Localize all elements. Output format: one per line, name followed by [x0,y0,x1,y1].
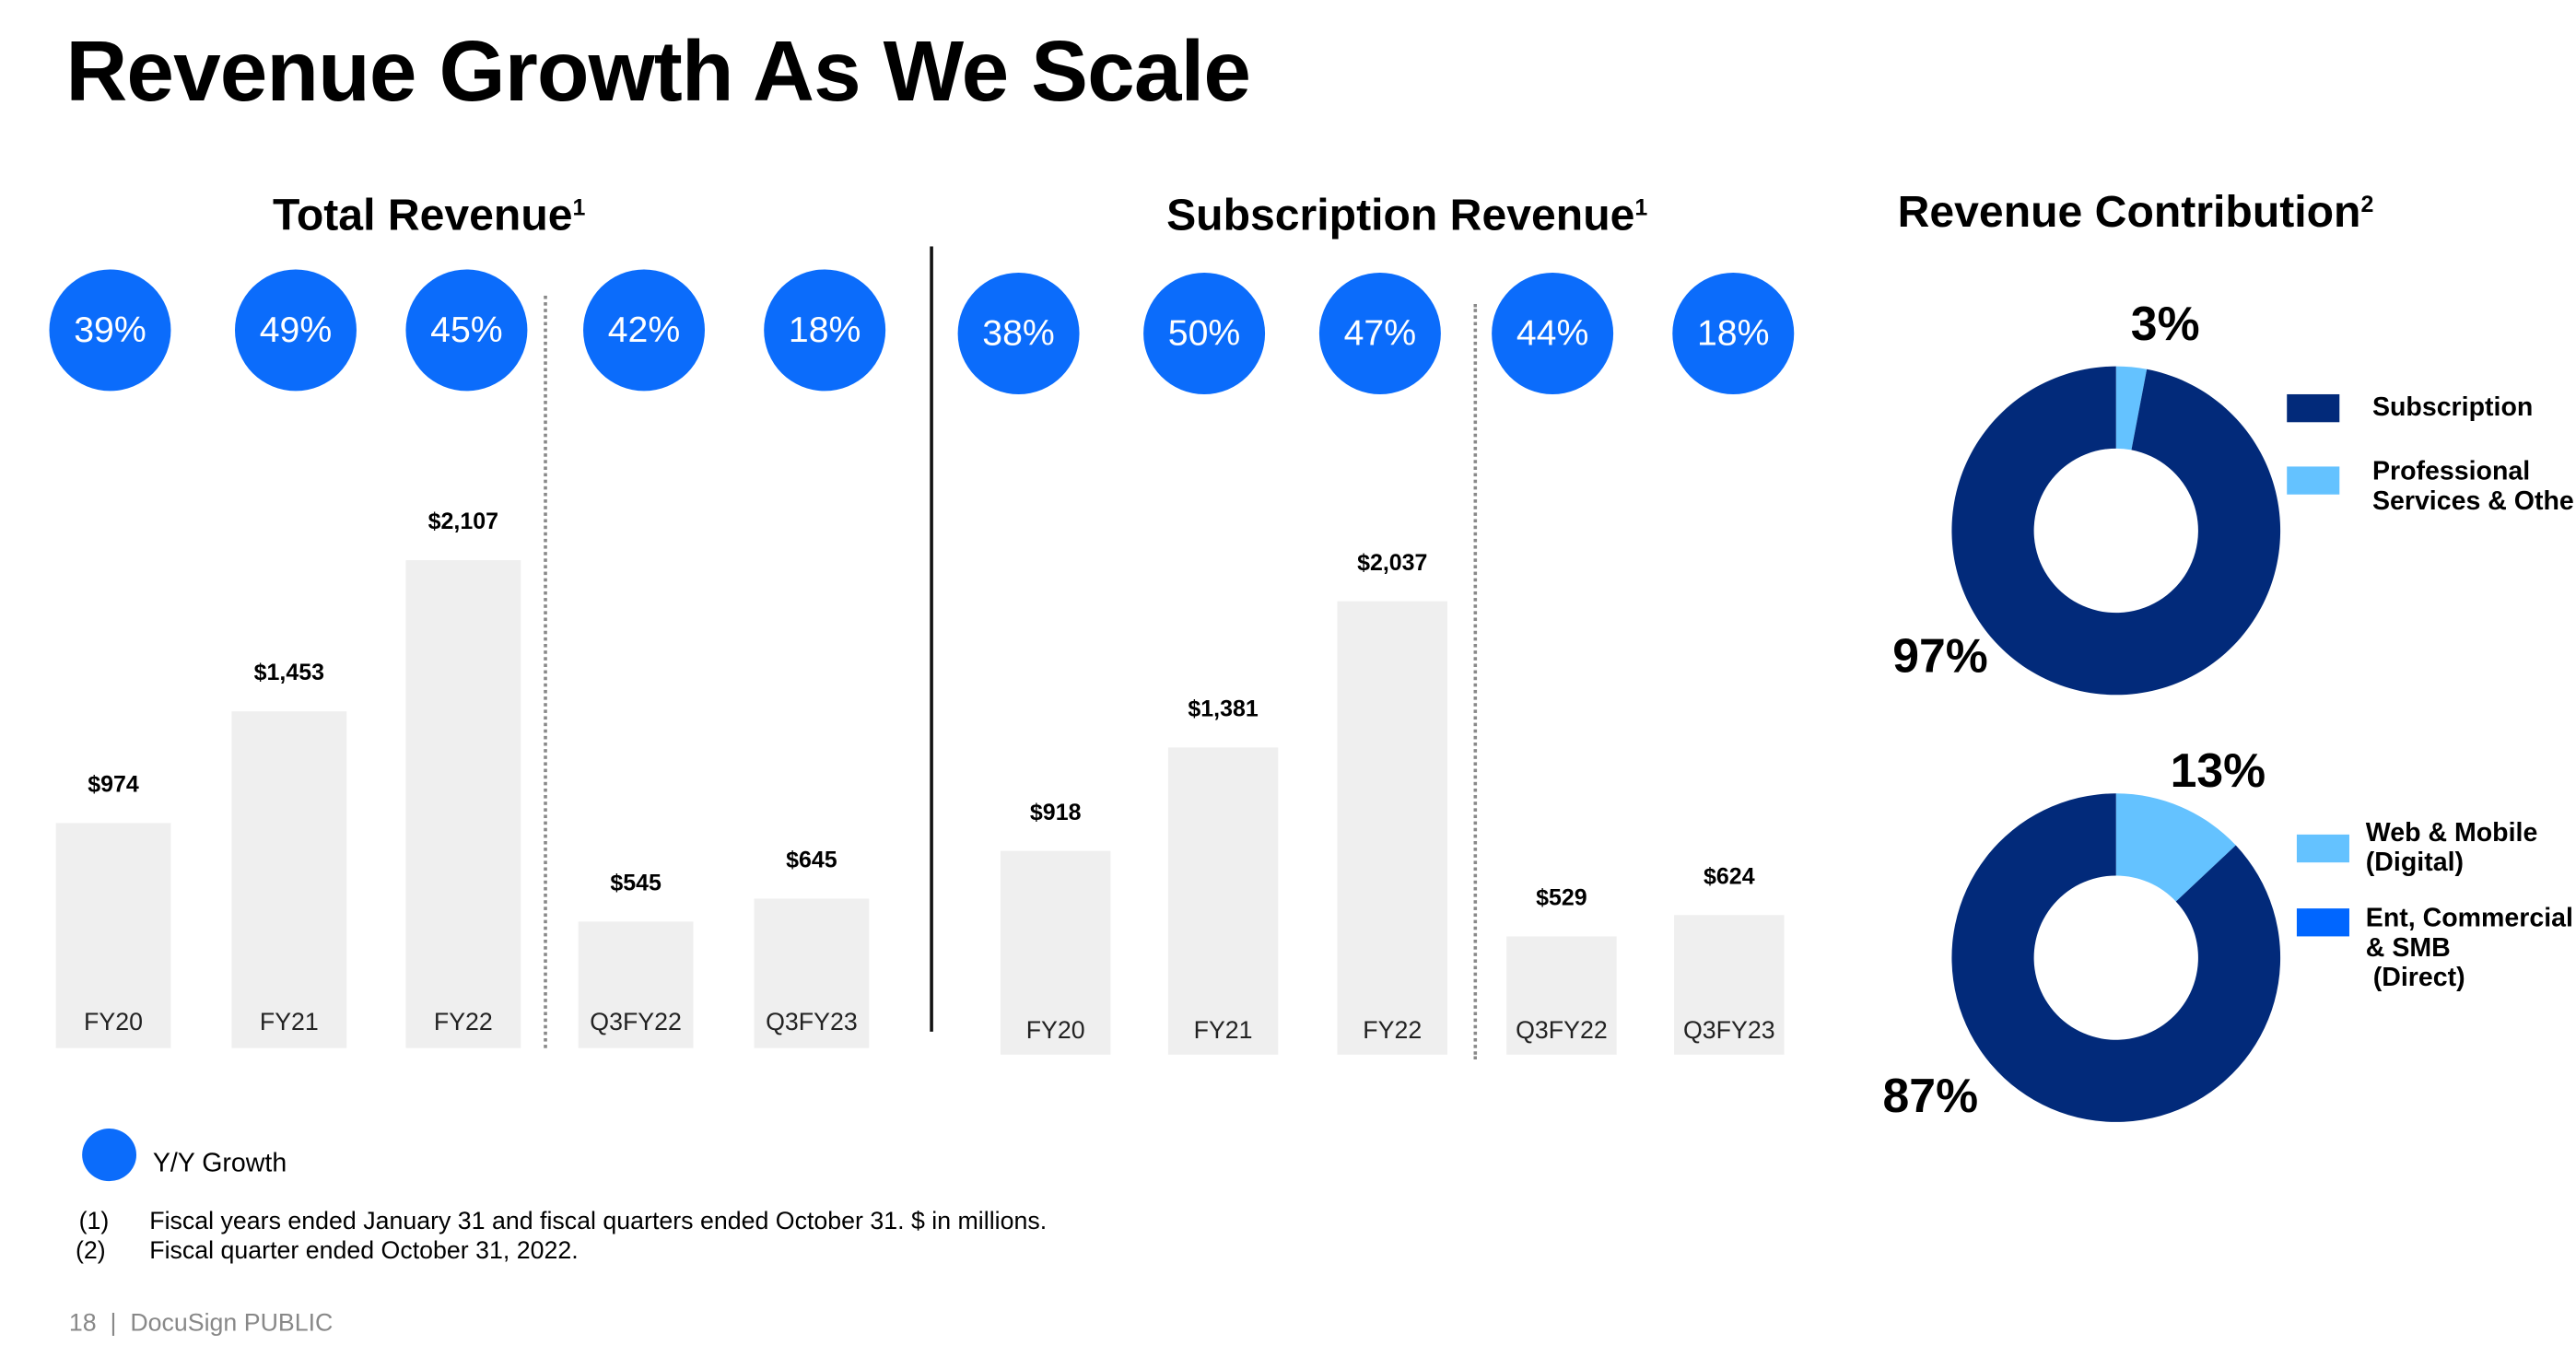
growth-badge: 42% [583,269,705,392]
legend-swatch-services [2287,466,2340,495]
category-label: FY22 [433,1008,493,1037]
section-divider [930,246,933,1032]
growth-badge: 38% [957,273,1080,394]
revenue-contribution-title: Revenue Contribution2 [1898,187,2374,238]
growth-badge: 49% [234,269,357,392]
bar [1674,916,1785,1055]
legend-swatch-direct [2296,908,2349,937]
footnote-ref: 2 [2360,190,2374,217]
bar [578,921,694,1048]
category-label: Q3FY22 [1516,1016,1608,1046]
bar-value-label: $918 [1029,797,1082,825]
growth-badge: 50% [1143,273,1266,394]
growth-badge: 18% [1672,273,1795,394]
category-label: FY20 [84,1008,143,1037]
category-label: Q3FY23 [1682,1016,1775,1046]
legend-swatch-digital [2296,834,2349,863]
revenue-contribution-title-text: Revenue Contribution [1897,187,2361,237]
page-footer: 18 | DocuSign PUBLIC [68,1309,334,1338]
donut-slice [2115,366,2148,450]
bar [1167,747,1279,1055]
donut-slice [1951,366,2281,696]
bar-value-label: $2,037 [1357,548,1428,576]
bar-value-label: $624 [1704,862,1755,890]
category-label: Q3FY22 [590,1008,682,1037]
subscription-revenue-title: Subscription Revenue1 [1166,191,1647,241]
footnote-ref: 1 [572,193,586,220]
total-revenue-title: Total Revenue1 [273,191,585,241]
growth-legend-dot [82,1129,137,1182]
legend-subscription: Subscription [2371,393,2534,423]
bar [1000,850,1111,1055]
footnote-2-text: Fiscal quarter ended October 31, 2022. [149,1236,579,1266]
growth-badge: 45% [405,269,528,392]
bar-value-label: $2,107 [427,507,499,534]
growth-badge: 47% [1318,273,1441,394]
footnote-1-num: (1) [78,1207,110,1235]
donut1-label-subscription: 97% [1892,630,1988,684]
category-label: FY22 [1363,1016,1423,1046]
bar-value-label: $1,381 [1188,695,1259,721]
period-divider [544,295,547,1048]
bar [1506,936,1617,1055]
period-divider [1473,303,1478,1060]
bar-value-label: $545 [610,869,662,896]
bar-value-label: $974 [88,769,139,797]
total-revenue-title-text: Total Revenue [273,190,573,240]
donut-slice [1951,793,2281,1122]
growth-badge: 18% [764,269,886,392]
slide-title: Revenue Growth As We Scale [65,24,1251,121]
category-label: FY20 [1025,1016,1085,1046]
growth-badge: 44% [1492,273,1614,394]
legend-digital: Web & Mobile (Digital) [2365,819,2538,878]
donut1-label-services: 3% [2130,298,2200,352]
bar [405,559,521,1048]
subscription-revenue-title-text: Subscription Revenue [1166,190,1635,240]
footnote-2-num: (2) [76,1236,106,1266]
bar [754,898,870,1048]
growth-legend-label: Y/Y Growth [152,1150,287,1178]
bar [1337,601,1447,1055]
donut2-label-digital: 13% [2170,745,2266,799]
legend-direct: Ent, Commercial & SMB (Direct) [2365,905,2573,993]
bar-value-label: $529 [1536,883,1587,911]
bar [231,711,347,1048]
footnote-1-text: Fiscal years ended January 31 and fiscal… [149,1207,1048,1235]
legend-services: Professional Services & Othe [2371,458,2574,516]
footnote-ref: 1 [1634,193,1648,220]
growth-badge: 39% [49,269,171,392]
bar [55,822,171,1048]
donut2-label-direct: 87% [1882,1070,1979,1124]
bar-value-label: $645 [786,846,837,872]
category-label: FY21 [1193,1016,1253,1046]
category-label: FY21 [259,1008,319,1037]
category-label: Q3FY23 [766,1008,858,1037]
donut-slice [2115,793,2236,902]
bar-value-label: $1,453 [253,659,325,685]
legend-swatch-subscription [2287,393,2340,423]
